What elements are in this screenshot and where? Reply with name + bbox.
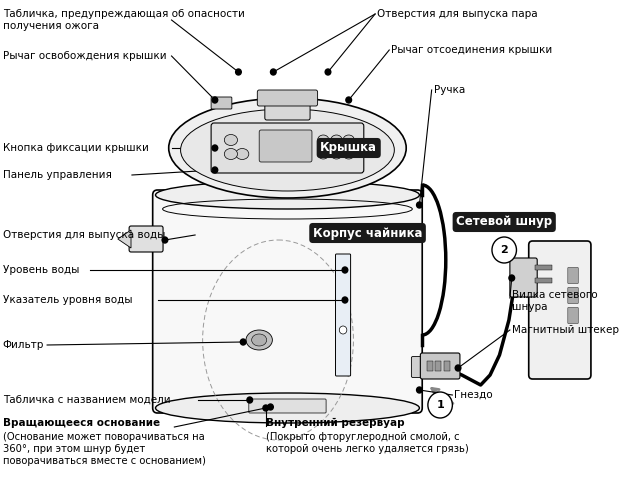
Ellipse shape: [181, 109, 394, 191]
Text: Гнездо: Гнездо: [455, 390, 493, 400]
Circle shape: [509, 275, 515, 281]
Text: 2: 2: [500, 245, 508, 255]
Text: 360°, при этом шнур будет: 360°, при этом шнур будет: [3, 444, 145, 454]
Circle shape: [492, 237, 517, 263]
Circle shape: [339, 326, 347, 334]
Text: Вращающееся основание: Вращающееся основание: [3, 418, 160, 428]
Ellipse shape: [246, 330, 273, 350]
Ellipse shape: [224, 148, 238, 160]
Circle shape: [417, 202, 422, 208]
Text: Крышка: Крышка: [320, 142, 377, 154]
Circle shape: [346, 97, 351, 103]
Text: 1: 1: [436, 400, 444, 410]
FancyBboxPatch shape: [211, 123, 364, 173]
Text: Корпус чайника: Корпус чайника: [313, 226, 422, 239]
FancyBboxPatch shape: [568, 308, 578, 324]
Text: Ручка: Ручка: [434, 85, 465, 95]
FancyBboxPatch shape: [510, 258, 537, 297]
Ellipse shape: [169, 98, 406, 198]
Ellipse shape: [252, 334, 267, 346]
Text: Кнопка фиксации крышки: Кнопка фиксации крышки: [3, 143, 149, 153]
Ellipse shape: [155, 181, 420, 209]
Circle shape: [417, 387, 422, 393]
Text: Отверстия для выпуска пара: Отверстия для выпуска пара: [377, 9, 538, 19]
Circle shape: [428, 392, 453, 418]
FancyBboxPatch shape: [249, 399, 326, 413]
Ellipse shape: [343, 135, 354, 145]
Text: (Основание может поворачиваться на: (Основание может поворачиваться на: [3, 432, 205, 442]
Circle shape: [268, 404, 273, 410]
FancyBboxPatch shape: [335, 254, 351, 376]
FancyBboxPatch shape: [265, 98, 310, 120]
Circle shape: [263, 405, 269, 411]
FancyBboxPatch shape: [529, 241, 591, 379]
Text: Уровень воды: Уровень воды: [3, 265, 79, 275]
Polygon shape: [118, 230, 131, 248]
Text: Указатель уровня воды: Указатель уровня воды: [3, 295, 133, 305]
Text: поворачиваться вместе с основанием): поворачиваться вместе с основанием): [3, 456, 205, 466]
Bar: [535, 278, 552, 283]
Circle shape: [342, 297, 348, 303]
Circle shape: [247, 397, 252, 403]
Circle shape: [271, 69, 276, 75]
Circle shape: [162, 237, 168, 243]
Ellipse shape: [155, 393, 420, 423]
Text: Фильтр: Фильтр: [3, 340, 44, 350]
Circle shape: [236, 69, 242, 75]
FancyBboxPatch shape: [129, 226, 163, 252]
FancyBboxPatch shape: [153, 190, 422, 413]
FancyBboxPatch shape: [568, 268, 578, 283]
Bar: [436, 361, 441, 371]
Text: Вилка сетевого: Вилка сетевого: [512, 290, 597, 300]
Bar: [535, 265, 552, 270]
Ellipse shape: [224, 134, 238, 145]
Text: (Покрыто фторуглеродной смолой, с: (Покрыто фторуглеродной смолой, с: [266, 432, 460, 442]
FancyBboxPatch shape: [411, 356, 433, 378]
Text: Панель управления: Панель управления: [3, 170, 112, 180]
Circle shape: [212, 145, 217, 151]
Ellipse shape: [331, 149, 342, 159]
Ellipse shape: [331, 135, 342, 145]
Ellipse shape: [343, 149, 354, 159]
Text: Табличка, предупреждающая об опасности: Табличка, предупреждающая об опасности: [3, 9, 245, 19]
Text: Сетевой шнур: Сетевой шнур: [456, 216, 552, 228]
FancyBboxPatch shape: [257, 90, 318, 106]
Circle shape: [212, 167, 217, 173]
Text: Рычаг освобождения крышки: Рычаг освобождения крышки: [3, 51, 167, 61]
Text: которой очень легко удаляется грязь): которой очень легко удаляется грязь): [266, 444, 469, 454]
Circle shape: [325, 69, 331, 75]
FancyBboxPatch shape: [420, 353, 460, 379]
Circle shape: [212, 97, 217, 103]
Circle shape: [240, 339, 246, 345]
FancyBboxPatch shape: [211, 97, 232, 109]
Circle shape: [455, 365, 461, 371]
Text: Отверстия для выпуска воды: Отверстия для выпуска воды: [3, 230, 165, 240]
Text: Магнитный штекер: Магнитный штекер: [512, 325, 619, 335]
FancyBboxPatch shape: [259, 130, 312, 162]
Ellipse shape: [318, 149, 329, 159]
Ellipse shape: [236, 148, 249, 160]
Circle shape: [342, 267, 348, 273]
Bar: [444, 361, 450, 371]
Ellipse shape: [318, 135, 329, 145]
Text: Табличка с названием модели: Табличка с названием модели: [3, 395, 171, 405]
Text: шнура: шнура: [512, 302, 547, 312]
FancyBboxPatch shape: [568, 288, 578, 304]
Text: Внутренний резервуар: Внутренний резервуар: [266, 418, 404, 428]
Bar: [427, 361, 432, 371]
Text: получения ожога: получения ожога: [3, 21, 99, 31]
Text: Рычаг отсоединения крышки: Рычаг отсоединения крышки: [391, 45, 552, 55]
